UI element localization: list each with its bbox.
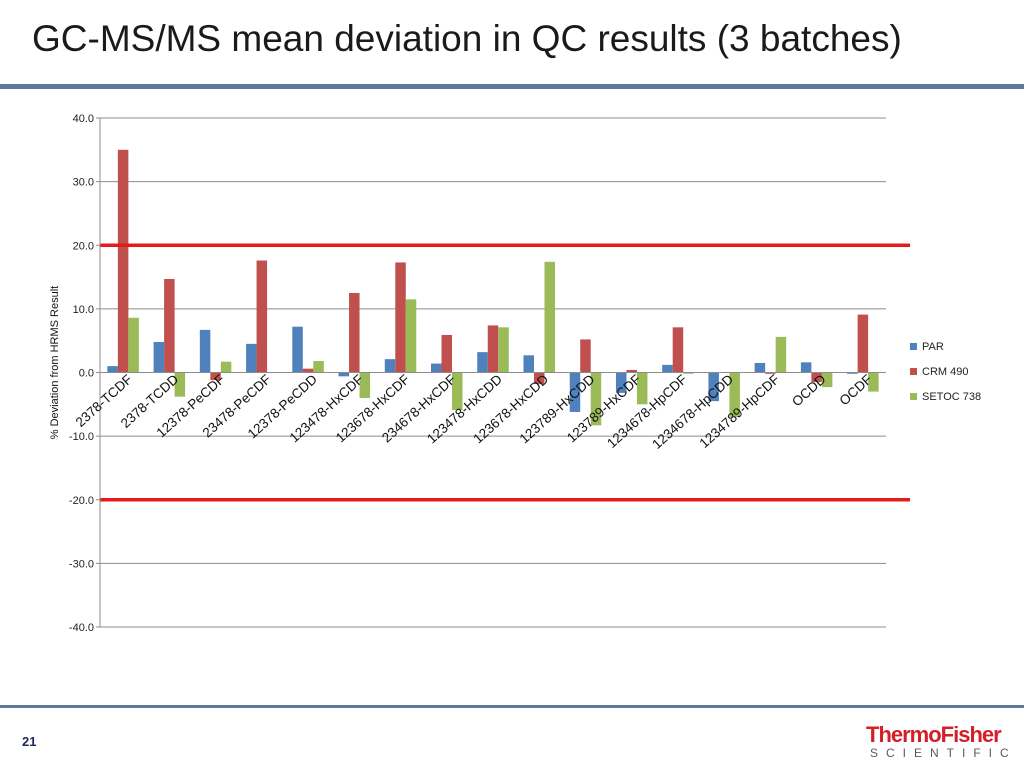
bar-par xyxy=(477,352,488,373)
y-tick-label: 30.0 xyxy=(73,177,94,189)
bar-crm-490 xyxy=(857,314,869,373)
bar-crm-490 xyxy=(441,334,453,373)
bar-setoc-738 xyxy=(405,299,417,373)
y-tick-label: -10.0 xyxy=(69,431,94,443)
bar-setoc-738 xyxy=(174,372,186,397)
bar-setoc-738 xyxy=(313,361,324,373)
x-category-label: 1234678-HpCDD xyxy=(649,371,736,452)
bar-crm-490 xyxy=(533,372,545,384)
y-tick-label: -40.0 xyxy=(69,622,94,634)
bar-par xyxy=(754,362,766,373)
bar-setoc-738 xyxy=(590,372,602,426)
footer-divider xyxy=(0,705,1024,708)
bar-crm-490 xyxy=(672,327,684,373)
y-tick-label: 0.0 xyxy=(79,368,94,380)
legend-swatch xyxy=(910,393,917,400)
legend-label: CRM 490 xyxy=(922,366,968,378)
thermo-fisher-logo: ThermoFisher SCIENTIFIC xyxy=(866,722,1016,762)
logo-wordmark: ThermoFisher xyxy=(866,722,1002,747)
bar-par xyxy=(384,359,396,373)
legend-label: SETOC 738 xyxy=(922,391,981,403)
legend-swatch xyxy=(910,343,917,350)
bar-par xyxy=(292,326,303,373)
y-axis-title: % Deviation from HRMS Result xyxy=(49,286,61,439)
legend-label: PAR xyxy=(922,341,944,353)
bar-par xyxy=(523,355,534,373)
bar-setoc-738 xyxy=(544,261,555,373)
bar-par xyxy=(615,372,627,393)
bar-crm-490 xyxy=(626,369,637,373)
bar-par xyxy=(153,341,165,373)
bar-crm-490 xyxy=(349,292,360,373)
title-divider xyxy=(0,84,1024,89)
bar-par xyxy=(199,329,211,373)
slide-title: GC-MS/MS mean deviation in QC results (3… xyxy=(32,18,902,59)
bar-chart: 40.030.020.010.00.0-10.0-20.0-30.0-40.0 … xyxy=(49,113,981,634)
y-tick-label: -20.0 xyxy=(69,495,94,507)
bar-crm-490 xyxy=(811,372,822,383)
y-tick-label: 20.0 xyxy=(73,240,94,252)
bar-crm-490 xyxy=(302,368,314,373)
bar-setoc-738 xyxy=(868,372,879,392)
page-number: 21 xyxy=(22,734,37,749)
bar-par xyxy=(569,372,581,412)
bar-crm-490 xyxy=(395,262,406,373)
bar-crm-490 xyxy=(765,372,776,374)
bar-par xyxy=(800,362,812,373)
x-category-label: OCDD xyxy=(789,371,829,409)
bar-setoc-738 xyxy=(683,372,694,374)
bar-crm-490 xyxy=(256,260,268,373)
bar-setoc-738 xyxy=(775,336,787,373)
y-tick-label: -30.0 xyxy=(69,558,94,570)
bar-setoc-738 xyxy=(498,327,509,373)
bar-par xyxy=(338,372,350,377)
bar-par xyxy=(847,372,858,374)
logo-subtitle: SCIENTIFIC xyxy=(870,746,1017,760)
bar-setoc-738 xyxy=(359,372,371,398)
bar-par xyxy=(431,363,442,373)
bar-crm-490 xyxy=(210,372,221,381)
y-tick-label: 40.0 xyxy=(73,113,94,125)
bar-par xyxy=(708,372,719,402)
bar-setoc-738 xyxy=(636,372,648,405)
bar-crm-490 xyxy=(580,339,591,373)
y-tick-label: 10.0 xyxy=(73,304,94,316)
bar-setoc-738 xyxy=(821,372,833,388)
bar-setoc-738 xyxy=(729,372,740,418)
bar-crm-490 xyxy=(117,149,129,373)
bar-par xyxy=(662,364,673,373)
legend-swatch xyxy=(910,368,917,375)
bar-par xyxy=(107,366,118,373)
bar-crm-490 xyxy=(487,325,499,373)
bar-crm-490 xyxy=(164,278,175,373)
bar-setoc-738 xyxy=(452,372,463,411)
bar-setoc-738 xyxy=(128,317,139,373)
bar-setoc-738 xyxy=(220,361,232,373)
bar-par xyxy=(246,343,257,373)
